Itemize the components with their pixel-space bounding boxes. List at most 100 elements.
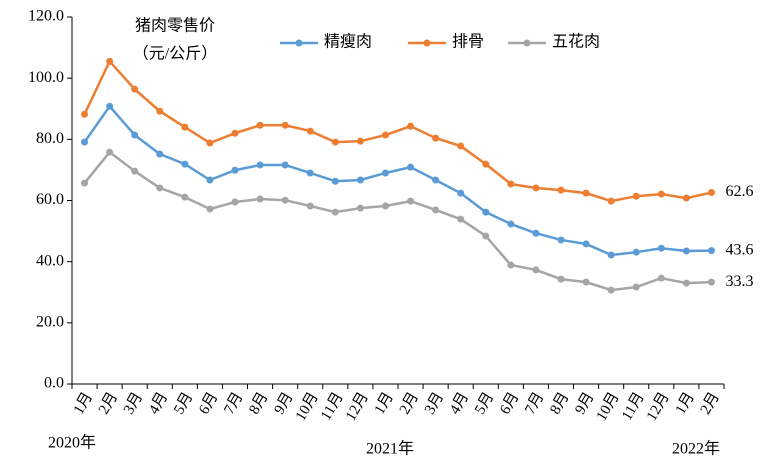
x-tick-label: 4月	[146, 390, 171, 417]
x-tick-label: 7月	[221, 390, 246, 417]
x-tick-label: 1月	[673, 390, 698, 417]
data-point	[181, 160, 189, 168]
data-point	[81, 110, 89, 118]
data-point	[457, 142, 465, 150]
data-point	[707, 247, 715, 255]
data-point	[281, 196, 289, 204]
y-tick-label: 0.0	[44, 375, 64, 392]
legend-marker	[423, 39, 431, 47]
data-point	[532, 229, 540, 237]
x-tick-label: 9月	[572, 390, 597, 417]
data-point	[381, 202, 389, 210]
data-point	[231, 198, 239, 206]
data-point	[281, 121, 289, 129]
data-point	[331, 208, 339, 216]
data-point	[682, 279, 690, 287]
data-point	[582, 189, 590, 197]
y-tick-label: 40.0	[36, 252, 64, 269]
data-point	[156, 107, 164, 115]
data-point	[131, 131, 139, 139]
x-tick-label: 3月	[422, 390, 447, 417]
data-point	[507, 261, 515, 269]
data-point	[657, 244, 665, 252]
data-point	[356, 204, 364, 212]
x-tick-label: 12月	[644, 390, 673, 424]
x-tick-label: 2月	[698, 390, 723, 417]
end-label: 43.6	[725, 241, 753, 258]
data-point	[482, 208, 490, 216]
data-point	[657, 190, 665, 198]
legend-marker	[523, 39, 531, 47]
x-tick-label: 6月	[196, 390, 221, 417]
data-point	[81, 138, 89, 146]
x-tick-label: 7月	[522, 390, 547, 417]
data-point	[356, 176, 364, 184]
data-point	[231, 166, 239, 174]
data-point	[156, 184, 164, 192]
end-label: 33.3	[725, 273, 753, 290]
data-point	[557, 236, 565, 244]
data-point	[432, 134, 440, 142]
x-tick-label: 3月	[121, 390, 146, 417]
data-point	[657, 274, 665, 282]
data-point	[407, 122, 415, 130]
end-label: 62.6	[725, 183, 753, 200]
x-tick-label: 2月	[397, 390, 422, 417]
y-tick-label: 20.0	[36, 314, 64, 331]
data-point	[607, 197, 615, 205]
y-axis-title: （元/公斤）	[133, 45, 217, 63]
x-tick-label: 11月	[318, 390, 347, 424]
x-tick-label: 1月	[372, 390, 397, 417]
year-label: 2021年	[366, 440, 414, 458]
data-point	[457, 215, 465, 223]
data-point	[106, 57, 114, 65]
data-point	[331, 138, 339, 146]
x-tick-label: 5月	[472, 390, 497, 417]
legend-label: 排骨	[452, 33, 484, 51]
data-point	[381, 169, 389, 177]
legend-marker	[295, 39, 303, 47]
y-tick-label: 100.0	[28, 69, 64, 86]
data-point	[682, 194, 690, 202]
data-point	[607, 251, 615, 259]
x-tick-label: 10月	[293, 390, 322, 424]
series-line	[83, 59, 712, 203]
data-point	[457, 189, 465, 197]
y-axis-title: 猪肉零售价	[135, 17, 215, 35]
data-point	[682, 247, 690, 255]
x-tick-label: 5月	[171, 390, 196, 417]
data-point	[432, 206, 440, 214]
data-point	[482, 232, 490, 240]
data-point	[206, 205, 214, 213]
x-tick-label: 9月	[271, 390, 296, 417]
data-point	[432, 176, 440, 184]
data-point	[632, 283, 640, 291]
series-line	[83, 150, 712, 292]
data-point	[231, 129, 239, 137]
y-tick-label: 60.0	[36, 191, 64, 208]
data-point	[281, 161, 289, 169]
data-point	[306, 202, 314, 210]
data-point	[181, 193, 189, 201]
data-point	[532, 184, 540, 192]
data-point	[206, 176, 214, 184]
data-point	[206, 139, 214, 147]
data-point	[407, 197, 415, 205]
data-point	[532, 266, 540, 274]
data-point	[557, 186, 565, 194]
x-tick-label: 8月	[547, 390, 572, 417]
data-point	[106, 148, 114, 156]
data-point	[707, 189, 715, 197]
data-point	[707, 278, 715, 286]
data-point	[256, 161, 264, 169]
x-tick-label: 11月	[619, 390, 648, 424]
legend-label: 五花肉	[552, 33, 600, 51]
y-tick-label: 80.0	[36, 130, 64, 147]
data-point	[256, 121, 264, 129]
x-tick-label: 10月	[594, 390, 623, 424]
x-tick-label: 6月	[497, 390, 522, 417]
data-point	[256, 195, 264, 203]
data-point	[507, 220, 515, 228]
year-label: 2022年	[672, 440, 720, 458]
